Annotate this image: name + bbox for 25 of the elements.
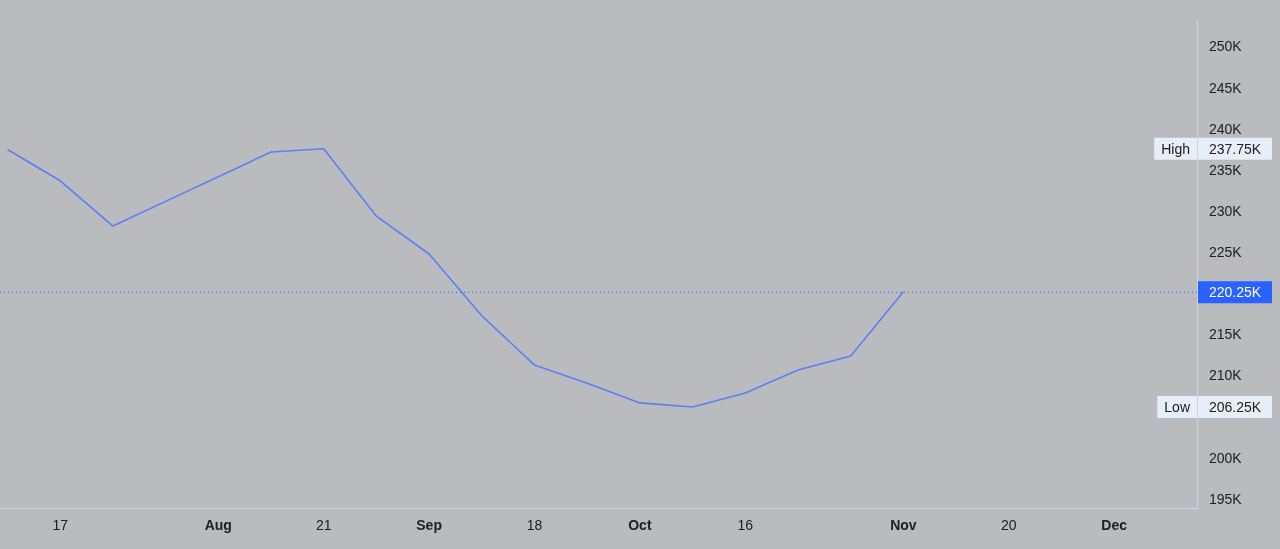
y-tick-label: 230K	[1209, 202, 1243, 219]
x-tick-label: Dec	[1101, 517, 1128, 534]
x-tick-label: 16	[737, 517, 754, 534]
text: 237.75K	[1209, 140, 1262, 157]
x-tick-label: 18	[526, 517, 543, 534]
annotation: High	[1161, 140, 1190, 157]
y-tick-label: 235K	[1209, 161, 1243, 178]
x-tick-label: Nov	[890, 517, 917, 534]
ref-line-label: 220.25K	[1209, 284, 1262, 301]
y-tick-label: 245K	[1209, 79, 1243, 96]
y-tick-label: 195K	[1209, 490, 1243, 507]
x-tick-label: Oct	[628, 517, 652, 534]
annotation: Low	[1164, 398, 1191, 415]
y-tick-label: 210K	[1209, 367, 1243, 384]
x-tick-label: Aug	[204, 517, 232, 534]
x-tick-label: 17	[52, 517, 69, 534]
y-tick-label: 240K	[1209, 120, 1243, 137]
text: 206.25K	[1209, 398, 1262, 415]
x-tick-label: 21	[315, 517, 332, 534]
x-tick-label: Sep	[416, 517, 442, 534]
y-tick-label: 225K	[1209, 244, 1243, 261]
y-tick-label: 215K	[1209, 326, 1243, 343]
x-tick-label: 20	[1001, 517, 1017, 534]
y-tick-label: 250K	[1209, 38, 1243, 55]
y-tick-label: 200K	[1209, 449, 1243, 466]
